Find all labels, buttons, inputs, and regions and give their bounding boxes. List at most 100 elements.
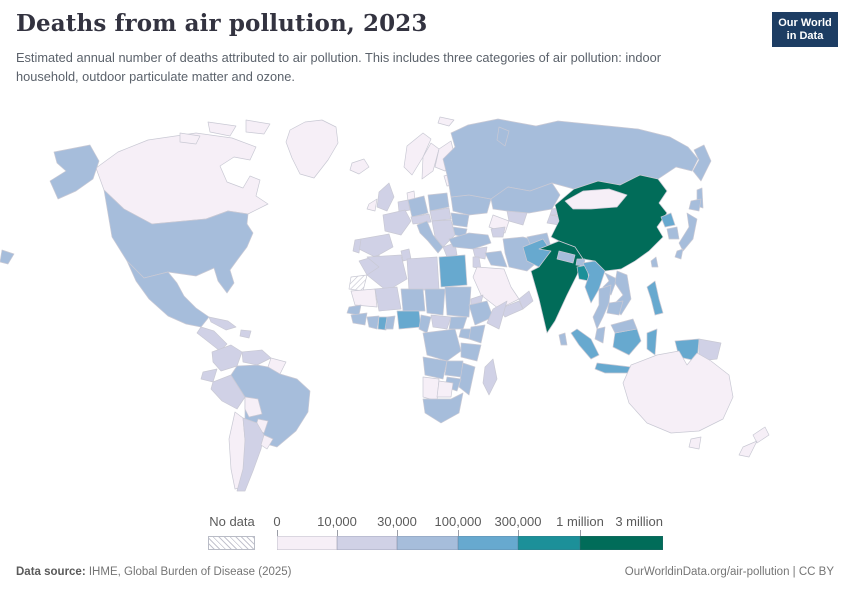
country-argentina[interactable] bbox=[236, 417, 265, 492]
country-thailand[interactable] bbox=[592, 284, 612, 330]
country-myanmar[interactable] bbox=[582, 260, 606, 304]
country-japan-kyushu[interactable] bbox=[674, 248, 684, 260]
country-canada-arctic-2[interactable] bbox=[245, 119, 271, 135]
country-italy[interactable] bbox=[416, 220, 444, 254]
country-senegal[interactable] bbox=[346, 304, 362, 316]
country-kazakhstan[interactable] bbox=[490, 182, 561, 214]
legend-threshold-1: 10,000 bbox=[317, 514, 357, 529]
legend-no-data-swatch[interactable] bbox=[208, 536, 255, 550]
country-hispaniola[interactable] bbox=[239, 329, 252, 339]
country-car[interactable] bbox=[430, 314, 452, 330]
country-uk[interactable] bbox=[376, 182, 395, 212]
country-south-korea[interactable] bbox=[666, 226, 680, 240]
country-central-america[interactable] bbox=[196, 326, 228, 352]
country-spain[interactable] bbox=[358, 233, 394, 258]
legend-bin-4[interactable] bbox=[518, 536, 580, 550]
legend-threshold-5: 1 million bbox=[556, 514, 604, 529]
country-usa-alaska[interactable] bbox=[49, 144, 100, 200]
country-iraq[interactable] bbox=[484, 250, 508, 268]
owid-logo[interactable]: Our World in Data bbox=[772, 12, 838, 47]
country-nz-south[interactable] bbox=[738, 440, 758, 458]
country-mongolia[interactable] bbox=[564, 188, 628, 210]
country-saudi-arabia[interactable] bbox=[472, 266, 520, 310]
legend-bin-2[interactable] bbox=[397, 536, 458, 550]
country-oman[interactable] bbox=[518, 290, 534, 310]
country-botswana[interactable] bbox=[436, 380, 454, 398]
country-angola[interactable] bbox=[422, 356, 448, 380]
country-sweden[interactable] bbox=[421, 142, 440, 180]
country-japan-hokkaido[interactable] bbox=[688, 198, 702, 212]
country-cameroon[interactable] bbox=[418, 314, 432, 334]
country-india[interactable] bbox=[530, 240, 584, 334]
country-chad[interactable] bbox=[424, 288, 446, 316]
country-romania[interactable] bbox=[450, 212, 470, 228]
country-nepal[interactable] bbox=[556, 250, 576, 264]
country-australia-tasmania[interactable] bbox=[688, 436, 702, 450]
legend-bin-5[interactable] bbox=[580, 536, 663, 550]
country-western-sahara[interactable] bbox=[348, 274, 368, 292]
country-ghana[interactable] bbox=[377, 316, 388, 331]
country-philippines[interactable] bbox=[646, 280, 664, 316]
country-south-africa[interactable] bbox=[422, 392, 464, 424]
country-france[interactable] bbox=[382, 209, 412, 236]
country-caucasus[interactable] bbox=[490, 226, 506, 238]
country-south-sudan[interactable] bbox=[448, 316, 468, 330]
country-png[interactable] bbox=[698, 338, 722, 362]
country-cote-divoire[interactable] bbox=[366, 315, 380, 330]
country-indonesia-java[interactable] bbox=[594, 362, 640, 374]
country-benin-togo[interactable] bbox=[384, 315, 396, 330]
country-germany[interactable] bbox=[407, 195, 429, 218]
country-malaysia-borneo[interactable] bbox=[610, 318, 638, 334]
country-nigeria[interactable] bbox=[396, 310, 422, 330]
country-syria[interactable] bbox=[472, 246, 488, 260]
country-sri-lanka[interactable] bbox=[558, 332, 568, 346]
country-venezuela[interactable] bbox=[241, 349, 272, 366]
country-russia-novaya-zemlya[interactable] bbox=[496, 126, 510, 147]
country-somalia[interactable] bbox=[486, 300, 508, 330]
country-libya[interactable] bbox=[406, 256, 440, 292]
country-bolivia[interactable] bbox=[244, 396, 263, 418]
country-guinea[interactable] bbox=[350, 312, 368, 326]
country-mali[interactable] bbox=[374, 286, 402, 312]
country-algeria[interactable] bbox=[366, 254, 408, 292]
country-namibia[interactable] bbox=[422, 376, 440, 402]
country-svalbard[interactable] bbox=[437, 116, 455, 127]
country-zambia[interactable] bbox=[444, 360, 464, 378]
country-taiwan[interactable] bbox=[650, 256, 659, 268]
legend-bin-3[interactable] bbox=[458, 536, 518, 550]
country-madagascar[interactable] bbox=[482, 358, 498, 396]
country-tanzania[interactable] bbox=[460, 342, 482, 362]
country-ecuador[interactable] bbox=[200, 368, 218, 383]
country-poland[interactable] bbox=[427, 192, 450, 212]
country-dr-congo[interactable] bbox=[422, 328, 462, 362]
country-uzbekistan[interactable] bbox=[506, 210, 528, 226]
country-cuba[interactable] bbox=[208, 316, 237, 331]
country-malaysia-peninsula[interactable] bbox=[594, 326, 606, 344]
country-indonesia-sulawesi[interactable] bbox=[646, 328, 658, 356]
country-iceland[interactable] bbox=[349, 158, 370, 175]
country-nz-north[interactable] bbox=[752, 426, 770, 444]
country-japan-honshu[interactable] bbox=[678, 212, 698, 252]
credit-link[interactable]: OurWorldinData.org/air-pollution | CC BY bbox=[624, 566, 834, 578]
country-mauritania[interactable] bbox=[350, 288, 378, 308]
country-australia[interactable] bbox=[622, 350, 734, 434]
country-turkey[interactable] bbox=[448, 232, 492, 250]
country-russia-chukotka-wrap[interactable] bbox=[0, 249, 15, 265]
legend-bin-1[interactable] bbox=[337, 536, 397, 550]
country-uruguay[interactable] bbox=[260, 434, 274, 450]
legend-bin-0[interactable] bbox=[277, 536, 337, 550]
country-czechia-hungary[interactable] bbox=[429, 207, 452, 222]
country-russia-kamchatka[interactable] bbox=[692, 144, 712, 182]
country-sudan[interactable] bbox=[444, 286, 472, 318]
country-canada-arctic-1[interactable] bbox=[207, 121, 237, 137]
country-portugal[interactable] bbox=[352, 238, 362, 254]
country-niger[interactable] bbox=[400, 288, 426, 312]
country-north-korea[interactable] bbox=[660, 212, 676, 228]
country-kenya[interactable] bbox=[468, 324, 486, 344]
country-canada-arctic-3[interactable] bbox=[179, 132, 201, 145]
country-indonesia-sumatra[interactable] bbox=[570, 328, 600, 360]
country-egypt[interactable] bbox=[438, 254, 468, 288]
country-greenland[interactable] bbox=[285, 119, 339, 179]
country-cambodia[interactable] bbox=[606, 300, 624, 316]
country-ireland[interactable] bbox=[366, 198, 378, 212]
